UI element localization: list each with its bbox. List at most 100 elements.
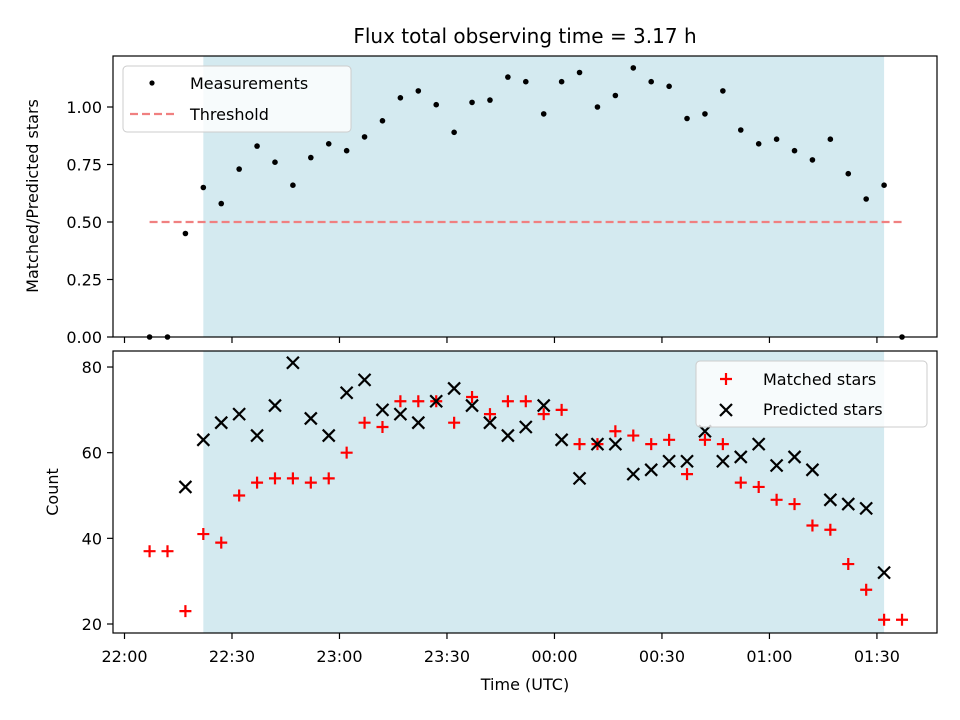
x-tick-label: 22:30 (209, 647, 255, 666)
predicted-star-point (304, 411, 318, 426)
measurement-point (522, 78, 529, 85)
matched-star-point (752, 480, 765, 493)
x-axis-label: Time (UTC) (480, 675, 569, 694)
matched-star-point (537, 408, 550, 421)
measurement-point (863, 196, 869, 202)
bottom-marks (143, 355, 909, 626)
matched-star-point (394, 395, 407, 408)
matched-star-point (448, 416, 461, 429)
bottom-legend: Matched stars Predicted stars (695, 360, 928, 428)
matched-star-point (681, 468, 694, 481)
matched-star-point (663, 433, 676, 446)
top-legend-box (122, 65, 352, 133)
bottom-y-tick-label: 40 (82, 529, 102, 548)
top-y-ticks: 0.00 0.25 0.50 0.75 1.00 (66, 98, 113, 347)
matched-star-point (143, 545, 156, 558)
predicted-star-point (536, 398, 551, 413)
measurement-point (415, 88, 422, 94)
measurement-point (325, 141, 332, 147)
measurement-point (630, 65, 637, 71)
matched-star-point (215, 536, 228, 549)
matched-star-point (788, 498, 801, 511)
matched-star-point (179, 605, 192, 618)
chart-title: Flux total observing time = 3.17 h (353, 24, 696, 48)
measurement-point (433, 101, 440, 108)
predicted-star-point (805, 463, 820, 477)
predicted-star-point (751, 437, 766, 451)
predicted-star-point (554, 433, 569, 447)
measurement-point (881, 182, 887, 188)
predicted-star-point (178, 480, 193, 494)
matched-star-point (233, 489, 246, 502)
top-y-axis-label: Matched/Predicted stars (23, 99, 42, 293)
matched-star-point (358, 416, 371, 429)
matched-star-point (860, 583, 873, 596)
predicted-star-point (250, 428, 264, 443)
predicted-star-point (321, 428, 336, 443)
top-y-tick-label: 0.00 (66, 328, 102, 347)
predicted-star-point (447, 381, 461, 396)
measurement-point (182, 230, 189, 237)
measurement-point (666, 83, 672, 90)
measurement-point (469, 99, 475, 106)
matched-star-point (304, 476, 317, 489)
measurement-point (290, 182, 296, 188)
measurement-point (379, 118, 386, 124)
predicted-star-point (590, 437, 605, 451)
predicted-star-point (375, 403, 390, 417)
measurement-point (236, 166, 242, 172)
matched-star-point (609, 425, 622, 438)
predicted-star-point (859, 501, 873, 516)
predicted-star-point (339, 385, 354, 400)
measurement-point (773, 136, 780, 142)
matched-star-point (412, 395, 425, 408)
matched-star-point (806, 519, 819, 532)
x-tick-label: 00:00 (531, 647, 577, 666)
predicted-star-point (877, 565, 891, 580)
measurement-point (576, 69, 583, 76)
predicted-star-point (662, 454, 676, 469)
measurement-point (451, 129, 457, 136)
predicted-star-point (411, 415, 426, 430)
measurement-point (612, 92, 619, 99)
bottom-y-ticks: 20 40 60 80 (82, 358, 113, 634)
matched-star-point (251, 476, 264, 489)
predicted-star-point (429, 394, 443, 409)
predicted-star-point (232, 407, 246, 421)
predicted-star-point (787, 450, 802, 464)
bottom-panel: 20 40 60 80 22:00 22:30 23:00 23:30 00:00 00:30 0… (43, 350, 938, 694)
bottom-y-tick-label: 60 (82, 444, 102, 463)
legend-measurements-label: Measurements (190, 74, 308, 93)
predicted-star-point (644, 463, 658, 477)
x-tick-label: 00:30 (639, 647, 685, 666)
matched-star-point (322, 472, 335, 485)
measurement-point (720, 88, 726, 94)
measurement-point (755, 141, 762, 147)
top-marks (146, 65, 905, 340)
measurement-point (540, 111, 547, 117)
matched-star-point (555, 403, 568, 416)
measurement-point (594, 104, 601, 110)
measurement-point (702, 111, 708, 117)
matched-star-point (197, 528, 210, 541)
measurement-point (487, 97, 493, 103)
predicted-star-point (519, 420, 533, 434)
bottom-y-axis-label: Count (43, 468, 62, 516)
matched-star-point (645, 438, 658, 451)
predicted-star-point (357, 373, 372, 387)
x-tick-label: 22:00 (101, 647, 147, 666)
matched-star-point (698, 433, 711, 446)
predicted-star-point (680, 454, 694, 469)
matched-star-point (770, 493, 783, 506)
top-y-tick-label: 1.00 (66, 98, 102, 117)
predicted-star-point (823, 493, 838, 507)
predicted-star-point (626, 467, 641, 481)
top-y-tick-label: 0.50 (66, 213, 102, 232)
predicted-star-point (465, 398, 479, 413)
predicted-star-point (501, 428, 515, 443)
matched-star-point (286, 472, 299, 485)
x-tick-label: 01:30 (854, 647, 900, 666)
measurement-point (737, 127, 744, 133)
top-y-tick-label: 0.25 (66, 271, 102, 290)
